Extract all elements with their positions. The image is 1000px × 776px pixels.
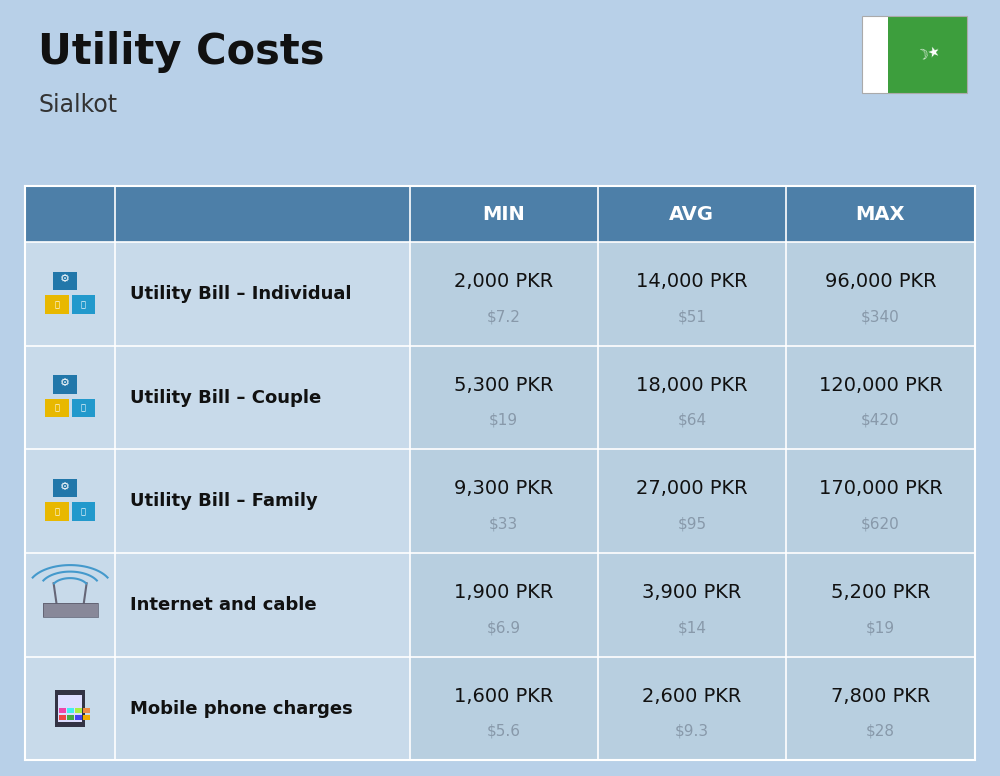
Text: $9.3: $9.3 bbox=[675, 724, 709, 739]
Bar bbox=[862, 16, 967, 93]
Text: 96,000 PKR: 96,000 PKR bbox=[825, 272, 936, 291]
Text: $33: $33 bbox=[489, 517, 518, 532]
Bar bbox=[67, 715, 74, 720]
Text: 2,000 PKR: 2,000 PKR bbox=[454, 272, 553, 291]
Text: 5,300 PKR: 5,300 PKR bbox=[454, 376, 554, 395]
Text: Sialkot: Sialkot bbox=[38, 93, 117, 117]
Bar bbox=[58, 695, 82, 722]
Text: 💧: 💧 bbox=[81, 300, 86, 309]
Bar bbox=[75, 708, 82, 713]
Text: $340: $340 bbox=[861, 310, 900, 324]
Text: $14: $14 bbox=[677, 620, 706, 636]
Bar bbox=[53, 272, 77, 290]
Text: $420: $420 bbox=[861, 413, 900, 428]
Text: 🔌: 🔌 bbox=[54, 404, 59, 413]
Text: Mobile phone charges: Mobile phone charges bbox=[130, 700, 353, 718]
Bar bbox=[72, 295, 95, 314]
Bar bbox=[862, 16, 888, 93]
Text: $51: $51 bbox=[677, 310, 706, 324]
Text: 🔌: 🔌 bbox=[54, 300, 59, 309]
Bar bbox=[45, 502, 69, 521]
Text: ⚙: ⚙ bbox=[60, 274, 70, 284]
Bar bbox=[72, 502, 95, 521]
Bar bbox=[410, 242, 975, 346]
Bar bbox=[83, 708, 90, 713]
Bar bbox=[59, 715, 66, 720]
Bar bbox=[410, 346, 975, 449]
Text: Utility Costs: Utility Costs bbox=[38, 31, 324, 73]
Text: $19: $19 bbox=[866, 620, 895, 636]
Text: 14,000 PKR: 14,000 PKR bbox=[636, 272, 748, 291]
Text: ☽★: ☽★ bbox=[914, 43, 942, 63]
Text: 3,900 PKR: 3,900 PKR bbox=[642, 583, 742, 602]
Text: 🔌: 🔌 bbox=[54, 508, 59, 516]
Bar bbox=[888, 16, 967, 93]
Bar bbox=[43, 603, 98, 617]
Bar bbox=[72, 399, 95, 417]
Text: MAX: MAX bbox=[856, 205, 905, 223]
Text: $19: $19 bbox=[489, 413, 518, 428]
Bar bbox=[67, 708, 74, 713]
Text: $6.9: $6.9 bbox=[487, 620, 521, 636]
Bar bbox=[25, 553, 410, 656]
Text: ⚙: ⚙ bbox=[60, 378, 70, 388]
Bar bbox=[410, 186, 975, 242]
Text: Utility Bill – Couple: Utility Bill – Couple bbox=[130, 389, 322, 407]
Bar bbox=[45, 399, 69, 417]
Bar bbox=[410, 449, 975, 553]
Bar bbox=[59, 708, 66, 713]
Text: 💧: 💧 bbox=[81, 508, 86, 516]
Bar bbox=[25, 449, 410, 553]
Bar bbox=[43, 603, 98, 617]
Bar bbox=[25, 656, 410, 760]
Bar bbox=[53, 479, 77, 497]
Text: Internet and cable: Internet and cable bbox=[130, 596, 317, 614]
Text: 120,000 PKR: 120,000 PKR bbox=[819, 376, 942, 395]
Text: $64: $64 bbox=[677, 413, 706, 428]
Bar bbox=[55, 690, 85, 727]
Bar bbox=[83, 715, 90, 720]
Text: $5.6: $5.6 bbox=[487, 724, 521, 739]
Text: Utility Bill – Family: Utility Bill – Family bbox=[130, 492, 318, 511]
Bar bbox=[410, 553, 975, 656]
Text: 27,000 PKR: 27,000 PKR bbox=[636, 480, 748, 498]
Text: $620: $620 bbox=[861, 517, 900, 532]
Text: 18,000 PKR: 18,000 PKR bbox=[636, 376, 748, 395]
Bar bbox=[75, 715, 82, 720]
Text: Utility Bill – Individual: Utility Bill – Individual bbox=[130, 285, 352, 303]
Text: 7,800 PKR: 7,800 PKR bbox=[831, 687, 930, 705]
Bar bbox=[410, 656, 975, 760]
Text: 9,300 PKR: 9,300 PKR bbox=[454, 480, 553, 498]
Text: $7.2: $7.2 bbox=[487, 310, 521, 324]
Bar bbox=[25, 242, 410, 346]
Text: 1,900 PKR: 1,900 PKR bbox=[454, 583, 553, 602]
Text: 170,000 PKR: 170,000 PKR bbox=[819, 480, 942, 498]
Bar bbox=[25, 346, 410, 449]
Text: $95: $95 bbox=[677, 517, 706, 532]
Bar bbox=[45, 295, 69, 314]
Bar bbox=[25, 186, 410, 242]
Bar bbox=[53, 376, 77, 393]
Text: AVG: AVG bbox=[669, 205, 714, 223]
Text: 5,200 PKR: 5,200 PKR bbox=[831, 583, 930, 602]
Text: $28: $28 bbox=[866, 724, 895, 739]
Text: MIN: MIN bbox=[482, 205, 525, 223]
Text: 💧: 💧 bbox=[81, 404, 86, 413]
Text: ⚙: ⚙ bbox=[60, 482, 70, 491]
Text: 1,600 PKR: 1,600 PKR bbox=[454, 687, 553, 705]
Text: 2,600 PKR: 2,600 PKR bbox=[642, 687, 742, 705]
